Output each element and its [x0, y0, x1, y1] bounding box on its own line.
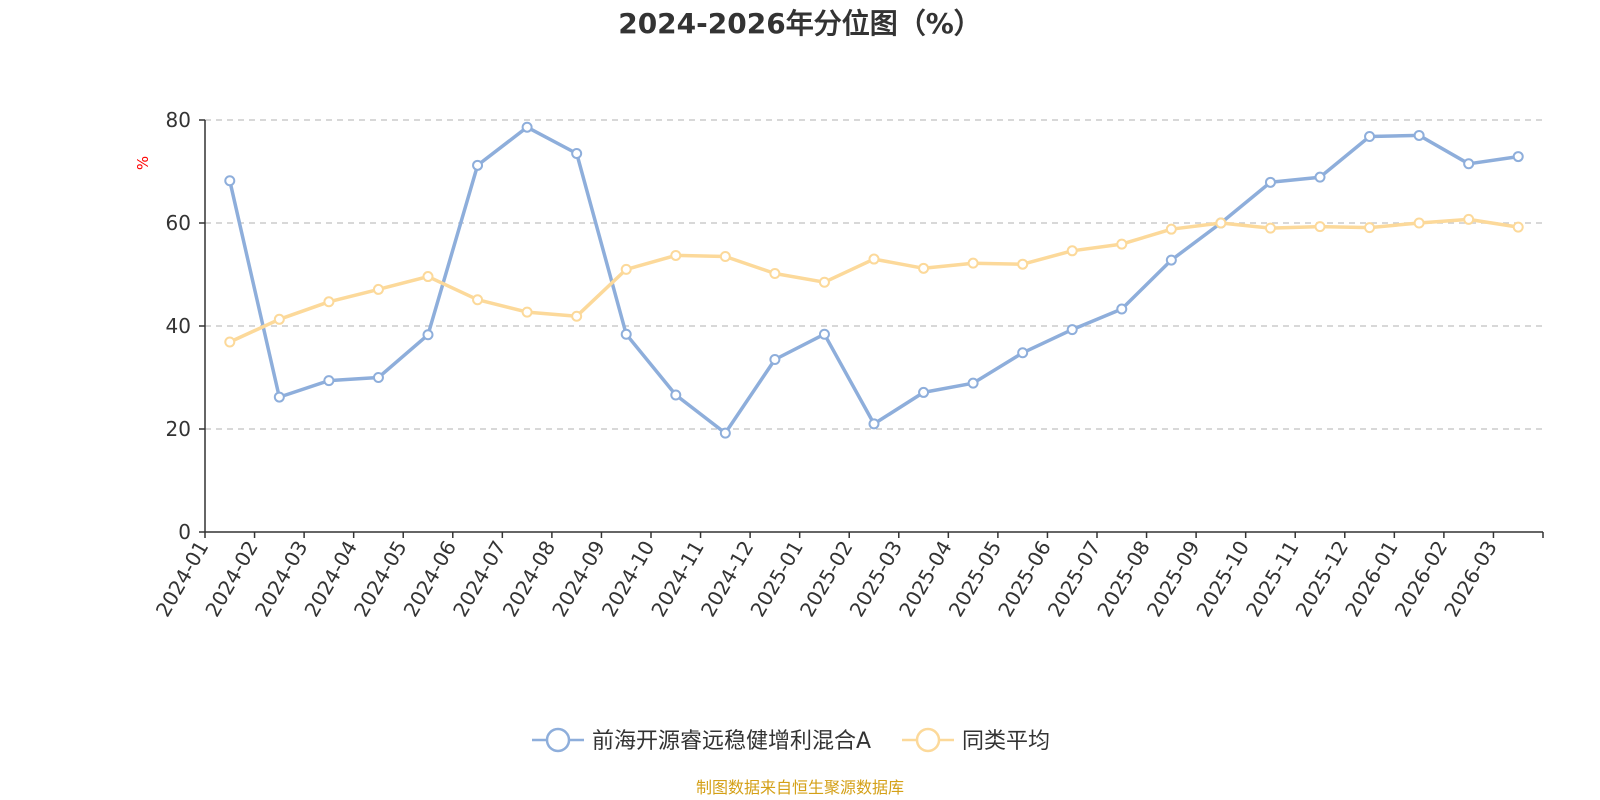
y-axis-unit-label: %: [134, 156, 152, 170]
data-point-1-25[interactable]: [1463, 213, 1475, 225]
series-line-1: [229, 217, 1519, 344]
data-point-0-17[interactable]: [1066, 324, 1078, 336]
gridlines: [205, 119, 1543, 430]
legend[interactable]: 前海开源睿远稳健增利混合A 同类平均: [532, 727, 1050, 754]
data-point-1-11[interactable]: [769, 267, 781, 279]
legend-label: 同类平均: [962, 729, 1050, 754]
data-point-0-22[interactable]: [1314, 171, 1326, 183]
data-point-1-21[interactable]: [1264, 222, 1276, 234]
data-point-0-9[interactable]: [670, 389, 682, 401]
legend-marker-icon: [915, 727, 941, 753]
data-point-0-0[interactable]: [224, 175, 236, 187]
data-point-1-15[interactable]: [967, 257, 979, 269]
data-point-0-21[interactable]: [1264, 176, 1276, 188]
series-0: [224, 121, 1524, 439]
chart-title: 2024-2026年分位图（%）: [618, 7, 982, 40]
data-point-0-11[interactable]: [769, 353, 781, 365]
data-point-0-5[interactable]: [472, 159, 484, 171]
data-point-1-5[interactable]: [472, 294, 484, 306]
data-point-0-26[interactable]: [1512, 151, 1524, 163]
data-point-0-24[interactable]: [1413, 129, 1425, 141]
y-tick-label: 60: [166, 211, 191, 235]
data-point-1-7[interactable]: [571, 310, 583, 322]
axes: 0204060802024-012024-022024-032024-04202…: [151, 108, 1544, 621]
y-tick-label: 0: [178, 520, 191, 544]
data-point-0-4[interactable]: [422, 329, 434, 341]
data-point-1-2[interactable]: [323, 296, 335, 308]
data-point-1-20[interactable]: [1215, 217, 1227, 229]
y-tick-label: 20: [166, 417, 191, 441]
data-point-1-14[interactable]: [918, 262, 930, 274]
data-point-1-4[interactable]: [422, 271, 434, 283]
series-1: [224, 213, 1524, 348]
data-point-0-3[interactable]: [372, 372, 384, 383]
data-point-1-9[interactable]: [670, 249, 682, 261]
legend-marker-icon: [545, 727, 571, 753]
series-line-0: [228, 125, 1519, 435]
data-point-1-13[interactable]: [868, 253, 880, 265]
data-point-1-0[interactable]: [224, 336, 236, 348]
data-point-0-18[interactable]: [1116, 303, 1128, 315]
source-note: 制图数据来自恒生聚源数据库: [696, 778, 904, 797]
data-point-1-12[interactable]: [818, 276, 830, 288]
data-point-0-12[interactable]: [818, 328, 830, 340]
data-point-1-19[interactable]: [1165, 223, 1177, 235]
data-point-0-19[interactable]: [1165, 254, 1177, 266]
data-point-0-23[interactable]: [1364, 130, 1376, 142]
data-point-1-10[interactable]: [719, 250, 731, 262]
data-point-0-6[interactable]: [521, 121, 533, 133]
data-point-0-16[interactable]: [1017, 347, 1029, 359]
data-point-0-25[interactable]: [1463, 158, 1475, 170]
legend-item-1[interactable]: 同类平均: [902, 727, 1050, 754]
y-tick-label: 40: [166, 314, 191, 338]
data-point-0-2[interactable]: [323, 375, 335, 387]
legend-item-0[interactable]: 前海开源睿远稳健增利混合A: [532, 727, 871, 754]
data-point-1-17[interactable]: [1066, 245, 1078, 257]
data-point-1-22[interactable]: [1314, 221, 1326, 233]
data-point-1-16[interactable]: [1017, 258, 1029, 270]
series-lines: [224, 121, 1524, 439]
data-point-0-13[interactable]: [868, 418, 880, 430]
data-point-1-8[interactable]: [620, 263, 632, 275]
y-tick-label: 80: [166, 108, 191, 132]
data-point-1-6[interactable]: [521, 306, 533, 318]
legend-label: 前海开源睿远稳健增利混合A: [592, 729, 871, 754]
data-point-1-26[interactable]: [1512, 221, 1524, 233]
data-point-1-1[interactable]: [273, 313, 285, 325]
data-point-0-14[interactable]: [918, 386, 930, 398]
data-point-1-18[interactable]: [1116, 238, 1128, 250]
data-point-0-1[interactable]: [273, 391, 285, 403]
data-point-0-10[interactable]: [719, 427, 731, 439]
data-point-1-24[interactable]: [1413, 217, 1425, 229]
data-point-1-23[interactable]: [1364, 222, 1376, 234]
data-point-0-7[interactable]: [571, 147, 583, 159]
data-point-1-3[interactable]: [372, 283, 384, 295]
data-point-0-15[interactable]: [967, 377, 979, 389]
data-point-0-8[interactable]: [620, 328, 632, 340]
